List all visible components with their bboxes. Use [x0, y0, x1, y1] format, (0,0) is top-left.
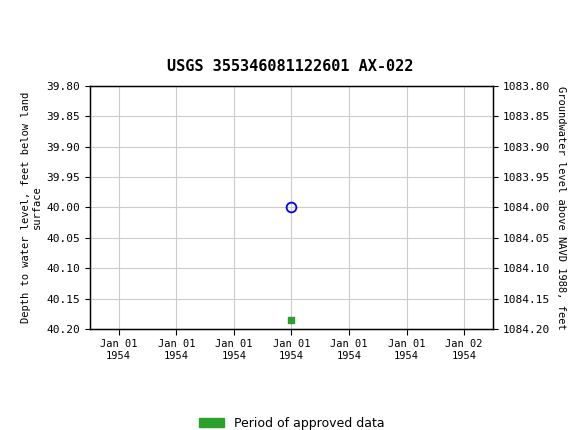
Text: USGS 355346081122601 AX-022: USGS 355346081122601 AX-022	[167, 59, 413, 74]
Y-axis label: Depth to water level, feet below land
surface: Depth to water level, feet below land su…	[21, 92, 42, 323]
Legend: Period of approved data: Period of approved data	[198, 417, 385, 430]
Y-axis label: Groundwater level above NAVD 1988, feet: Groundwater level above NAVD 1988, feet	[556, 86, 566, 329]
Text: ╳USGS: ╳USGS	[9, 10, 72, 35]
